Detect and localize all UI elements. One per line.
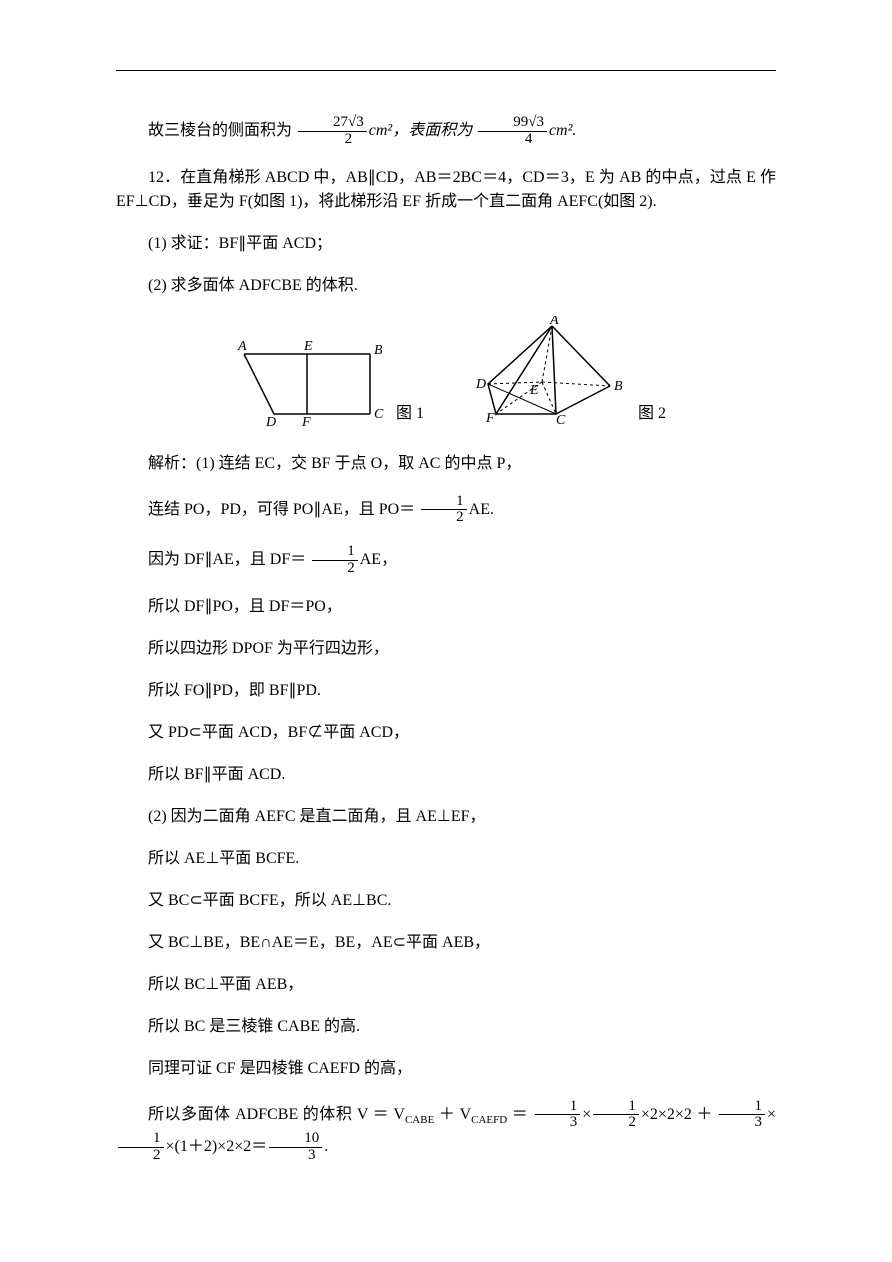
svg-text:B: B <box>374 343 383 358</box>
svg-text:B: B <box>614 379 623 394</box>
solution-line: 所以 BF∥平面 ACD. <box>116 763 776 787</box>
solution-line: 又 BC⊥BE，BE∩AE＝E，BE，AE⊂平面 AEB， <box>116 931 776 955</box>
svg-text:A: A <box>549 316 559 328</box>
fraction: 1 2 <box>312 544 358 577</box>
solution-line: 连结 PO，PD，可得 PO∥AE，且 PO＝ 1 2 AE. <box>116 494 776 527</box>
text: cm². <box>549 122 576 139</box>
part-2: (2) 求多面体 ADFCBE 的体积. <box>116 274 776 298</box>
problem-statement: 12．在直角梯形 ABCD 中，AB∥CD，AB＝2BC＝4，CD＝3，E 为 … <box>116 166 776 214</box>
figures-row: A E B D F C 图 1 A <box>116 316 776 426</box>
solution-line: 同理可证 CF 是四棱锥 CAEFD 的高， <box>116 1057 776 1081</box>
top-rule <box>116 70 776 71</box>
svg-text:C: C <box>374 407 384 422</box>
fraction: 12 <box>593 1099 639 1132</box>
fraction: 27√3 2 <box>298 115 367 148</box>
fraction: 13 <box>535 1099 581 1132</box>
svg-text:E: E <box>303 339 313 354</box>
figure-2-label: 图 2 <box>638 402 666 426</box>
volume-line: 所以多面体 ADFCBE 的体积 V ＝ VCABE ＋ VCAEFD ＝ 13… <box>116 1099 776 1164</box>
figure-2: A D E B F C <box>468 316 628 426</box>
figure-1-label: 图 1 <box>396 402 424 426</box>
solution-line: 又 PD⊂平面 ACD，BF⊄平面 ACD， <box>116 721 776 745</box>
solution-line: 所以 BC 是三棱锥 CABE 的高. <box>116 1015 776 1039</box>
figure-1-wrap: A E B D F C 图 1 <box>226 316 424 426</box>
svg-text:D: D <box>265 415 276 426</box>
solution-line: 所以 AE⊥平面 BCFE. <box>116 847 776 871</box>
svg-text:E: E <box>529 383 539 398</box>
solution-line: 因为 DF∥AE，且 DF＝ 1 2 AE， <box>116 544 776 577</box>
text: cm²，表面积为 <box>369 122 472 139</box>
fraction: 13 <box>719 1099 765 1132</box>
solution-line: 解析：(1) 连结 EC，交 BF 于点 O，取 AC 的中点 P， <box>116 452 776 476</box>
part-1: (1) 求证：BF∥平面 ACD； <box>116 232 776 256</box>
fraction: 103 <box>269 1131 322 1164</box>
solution-line: 所以四边形 DPOF 为平行四边形， <box>116 637 776 661</box>
svg-text:F: F <box>301 415 311 426</box>
solution-line: (2) 因为二面角 AEFC 是直二面角，且 AE⊥EF， <box>116 805 776 829</box>
figure-1: A E B D F C <box>226 336 386 426</box>
solution-line: 所以 DF∥PO，且 DF＝PO， <box>116 595 776 619</box>
fraction: 99√3 4 <box>478 115 547 148</box>
document-page: 故三棱台的侧面积为 27√3 2 cm²，表面积为 99√3 4 cm². 12… <box>0 0 892 1222</box>
line-0: 故三棱台的侧面积为 27√3 2 cm²，表面积为 99√3 4 cm². <box>116 115 776 148</box>
svg-text:C: C <box>556 413 566 426</box>
svg-text:A: A <box>237 339 247 354</box>
solution-line: 所以 FO∥PD，即 BF∥PD. <box>116 679 776 703</box>
fraction: 12 <box>118 1131 164 1164</box>
text: 故三棱台的侧面积为 <box>148 122 292 139</box>
svg-text:D: D <box>475 377 486 392</box>
svg-text:F: F <box>485 411 495 426</box>
figure-2-wrap: A D E B F C 图 2 <box>468 316 666 426</box>
solution-line: 所以 BC⊥平面 AEB， <box>116 973 776 997</box>
fraction: 1 2 <box>421 494 467 527</box>
solution-line: 又 BC⊂平面 BCFE，所以 AE⊥BC. <box>116 889 776 913</box>
